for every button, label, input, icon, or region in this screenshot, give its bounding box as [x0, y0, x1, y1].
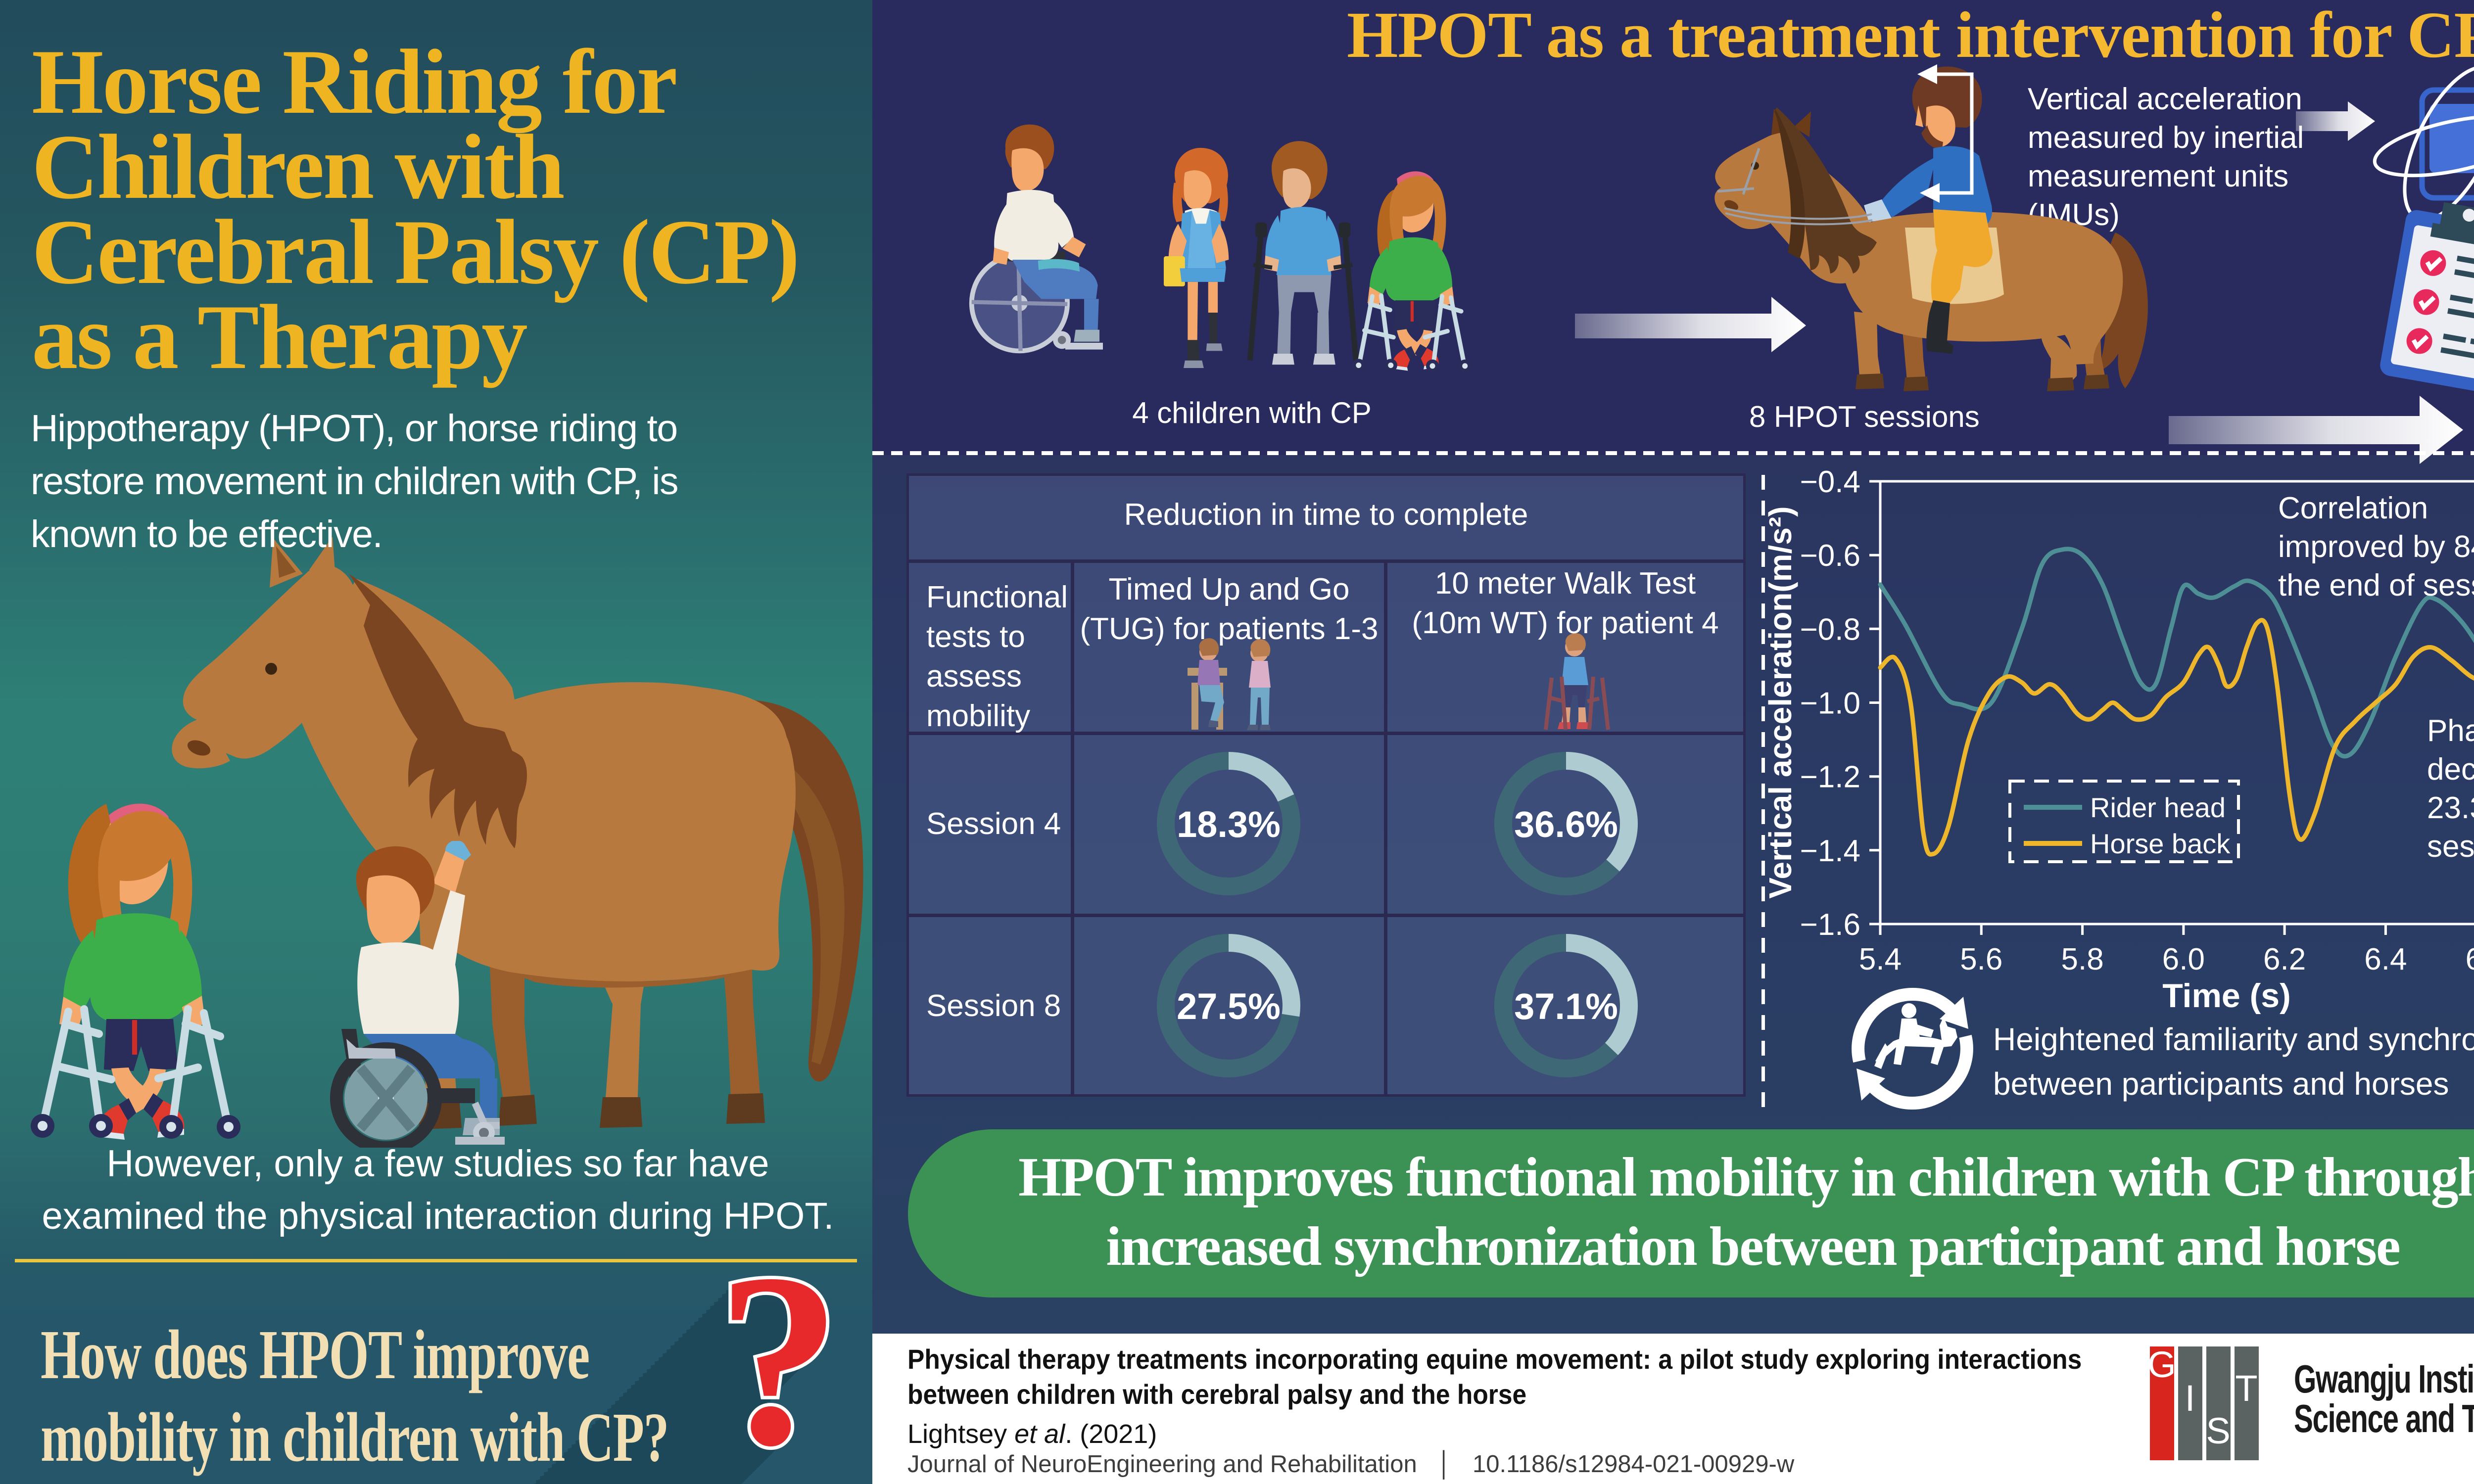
svg-text:−0.4: −0.4: [1800, 465, 1860, 499]
svg-text:6.2: 6.2: [2263, 942, 2306, 976]
svg-text:23.3% by: 23.3% by: [2427, 791, 2474, 825]
svg-text:Rider head: Rider head: [2090, 792, 2226, 823]
svg-text:6.6: 6.6: [2466, 942, 2474, 976]
svg-text:−1.2: −1.2: [1800, 760, 1860, 794]
svg-text:5.4: 5.4: [1859, 942, 1902, 976]
svg-text:−1.6: −1.6: [1800, 908, 1860, 942]
svg-text:−0.6: −0.6: [1800, 539, 1860, 573]
svg-text:6.4: 6.4: [2364, 942, 2407, 976]
svg-text:−1.4: −1.4: [1800, 834, 1860, 868]
svg-text:session 8: session 8: [2427, 830, 2474, 864]
svg-text:5.6: 5.6: [1960, 942, 2002, 976]
svg-text:27.5%: 27.5%: [1177, 986, 1281, 1027]
svg-text:Phase shift: Phase shift: [2427, 714, 2474, 748]
svg-text:5.8: 5.8: [2061, 942, 2103, 976]
svg-text:18.3%: 18.3%: [1177, 804, 1281, 845]
svg-text:37.1%: 37.1%: [1514, 986, 1618, 1027]
svg-text:the end of session 8: the end of session 8: [2278, 568, 2474, 603]
svg-text:36.6%: 36.6%: [1514, 804, 1618, 845]
svg-text:6.0: 6.0: [2162, 942, 2205, 976]
svg-text:−1.0: −1.0: [1800, 687, 1860, 721]
svg-text:Horse back: Horse back: [2090, 828, 2231, 859]
svg-text:S: S: [2206, 1410, 2230, 1451]
svg-text:improved by 84.7% at: improved by 84.7% at: [2278, 530, 2474, 564]
svg-text:G: G: [2150, 1346, 2176, 1385]
svg-text:I: I: [2185, 1378, 2195, 1419]
svg-text:decreased by: decreased by: [2427, 752, 2474, 787]
svg-text:Time (s): Time (s): [2162, 977, 2290, 1015]
svg-text:Vertical acceleration(m/s²): Vertical acceleration(m/s²): [1762, 506, 1798, 898]
svg-text:−0.8: −0.8: [1800, 612, 1860, 647]
svg-text:T: T: [2235, 1368, 2257, 1409]
svg-text:Correlation: Correlation: [2278, 491, 2428, 525]
